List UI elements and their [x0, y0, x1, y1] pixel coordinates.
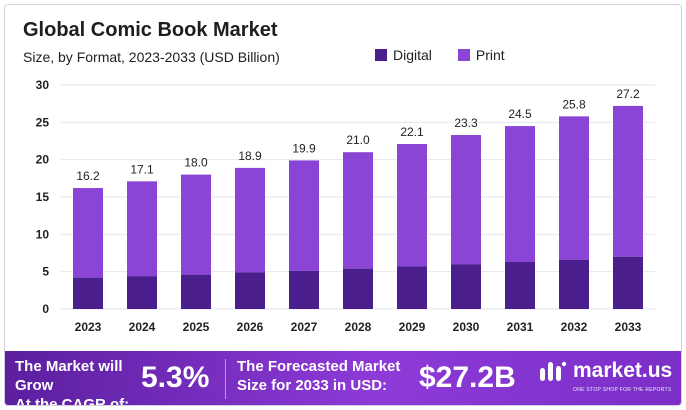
- bar-digital: [181, 274, 211, 309]
- x-tick-label: 2025: [183, 320, 210, 334]
- cagr-caption-line1: The Market will Grow: [15, 358, 123, 394]
- cagr-caption: The Market will Grow At the CAGR of:: [15, 357, 145, 406]
- logo-text: market.us: [573, 359, 673, 382]
- x-tick-label: 2027: [291, 320, 318, 334]
- bar-print: [73, 188, 103, 278]
- logo-tagline: ONE STOP SHOP FOR THE REPORTS: [573, 387, 672, 393]
- x-tick-label: 2026: [237, 320, 264, 334]
- x-tick-label: 2033: [615, 320, 642, 334]
- bar-digital: [397, 266, 427, 309]
- forecast-caption-line2: Size for 2033 in USD:: [237, 377, 388, 394]
- bar-print: [397, 143, 427, 267]
- data-label-total: 22.1: [400, 125, 424, 139]
- data-label-total: 24.5: [508, 107, 532, 121]
- bar-digital: [505, 261, 535, 309]
- data-label-total: 21.0: [346, 133, 370, 147]
- chart-frame: Global Comic Book Market Size, by Format…: [4, 4, 682, 406]
- y-tick-label: 10: [36, 227, 50, 241]
- x-tick-label: 2028: [345, 320, 372, 334]
- bar-digital: [73, 277, 103, 309]
- x-tick-label: 2032: [561, 320, 588, 334]
- bar-digital: [289, 270, 319, 309]
- bar-digital: [559, 259, 589, 309]
- data-label-total: 18.0: [184, 156, 208, 170]
- bar-print: [289, 160, 319, 271]
- forecast-value: $27.2B: [419, 361, 516, 394]
- x-tick-label: 2029: [399, 320, 426, 334]
- y-tick-label: 20: [36, 153, 50, 167]
- bar-digital: [235, 272, 265, 309]
- y-tick-label: 25: [36, 115, 50, 129]
- market-us-logo-icon: [540, 361, 567, 381]
- footer-banner: The Market will Grow At the CAGR of: 5.3…: [5, 351, 681, 406]
- data-label-total: 25.8: [562, 97, 586, 111]
- bar-print: [343, 152, 373, 269]
- bar-print: [505, 126, 535, 262]
- chart-title: Global Comic Book Market: [23, 19, 278, 41]
- legend-swatch-digital: [375, 49, 387, 61]
- x-tick-label: 2024: [129, 320, 156, 334]
- bar-print: [181, 174, 211, 275]
- bar-print: [127, 181, 157, 277]
- x-tick-label: 2030: [453, 320, 480, 334]
- bar-digital: [127, 276, 157, 309]
- bar-digital: [451, 264, 481, 309]
- forecast-caption: The Forecasted Market Size for 2033 in U…: [237, 357, 407, 395]
- forecast-caption-line1: The Forecasted Market: [237, 358, 401, 375]
- y-tick-label: 0: [42, 302, 49, 316]
- legend-item-print: Print: [457, 47, 505, 63]
- bar-print: [559, 116, 589, 260]
- bar-print: [451, 135, 481, 265]
- x-tick-label: 2023: [75, 320, 102, 334]
- data-label-total: 23.3: [454, 116, 478, 130]
- data-label-total: 19.9: [292, 141, 316, 155]
- data-label-total: 27.2: [616, 87, 640, 101]
- y-tick-label: 15: [36, 190, 50, 204]
- legend-swatch-print: [457, 49, 470, 61]
- data-label-total: 18.9: [238, 149, 262, 163]
- legend-item-digital: Digital: [375, 47, 432, 63]
- legend-label-print: Print: [475, 47, 505, 63]
- bar-print: [235, 167, 265, 273]
- y-tick-label: 5: [42, 265, 49, 279]
- data-label-total: 17.1: [130, 162, 154, 176]
- bar-print: [613, 105, 643, 257]
- footer-divider: [225, 359, 226, 399]
- chart-legend: Digital Print: [375, 47, 505, 63]
- cagr-caption-line2: At the CAGR of:: [15, 396, 130, 406]
- bar-digital: [343, 268, 373, 309]
- y-tick-label: 30: [36, 78, 50, 92]
- cagr-value: 5.3%: [141, 361, 210, 394]
- x-tick-label: 2031: [507, 320, 534, 334]
- chart-subtitle: Size, by Format, 2023-2033 (USD Billion): [23, 49, 280, 65]
- legend-label-digital: Digital: [393, 47, 432, 63]
- data-label-total: 16.2: [76, 169, 100, 183]
- market-us-logo[interactable]: market.us ONE STOP SHOP FOR THE REPORTS: [539, 359, 673, 393]
- bar-digital: [613, 256, 643, 309]
- bar-chart: 05101520253016.2202317.1202418.0202518.9…: [36, 78, 655, 334]
